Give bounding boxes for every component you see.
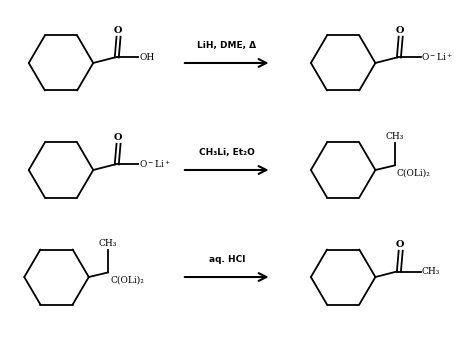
Text: O: O <box>395 26 404 35</box>
Text: O: O <box>114 133 122 142</box>
Text: aq. HCl: aq. HCl <box>208 255 245 264</box>
Text: CH₃: CH₃ <box>421 267 440 276</box>
Text: OH: OH <box>140 53 155 62</box>
Text: CH₃Li, Et₂O: CH₃Li, Et₂O <box>199 148 255 157</box>
Text: C(OLi)₂: C(OLi)₂ <box>110 275 144 284</box>
Text: CH₃: CH₃ <box>99 239 117 248</box>
Text: CH₃: CH₃ <box>386 132 404 141</box>
Text: C(OLi)₂: C(OLi)₂ <box>397 168 431 177</box>
Text: O$^-$Li$^+$: O$^-$Li$^+$ <box>421 52 453 63</box>
Text: LiH, DME, Δ: LiH, DME, Δ <box>197 40 256 50</box>
Text: O: O <box>114 26 122 35</box>
Text: O: O <box>395 240 404 249</box>
Text: O$^-$Li$^+$: O$^-$Li$^+$ <box>139 159 171 170</box>
